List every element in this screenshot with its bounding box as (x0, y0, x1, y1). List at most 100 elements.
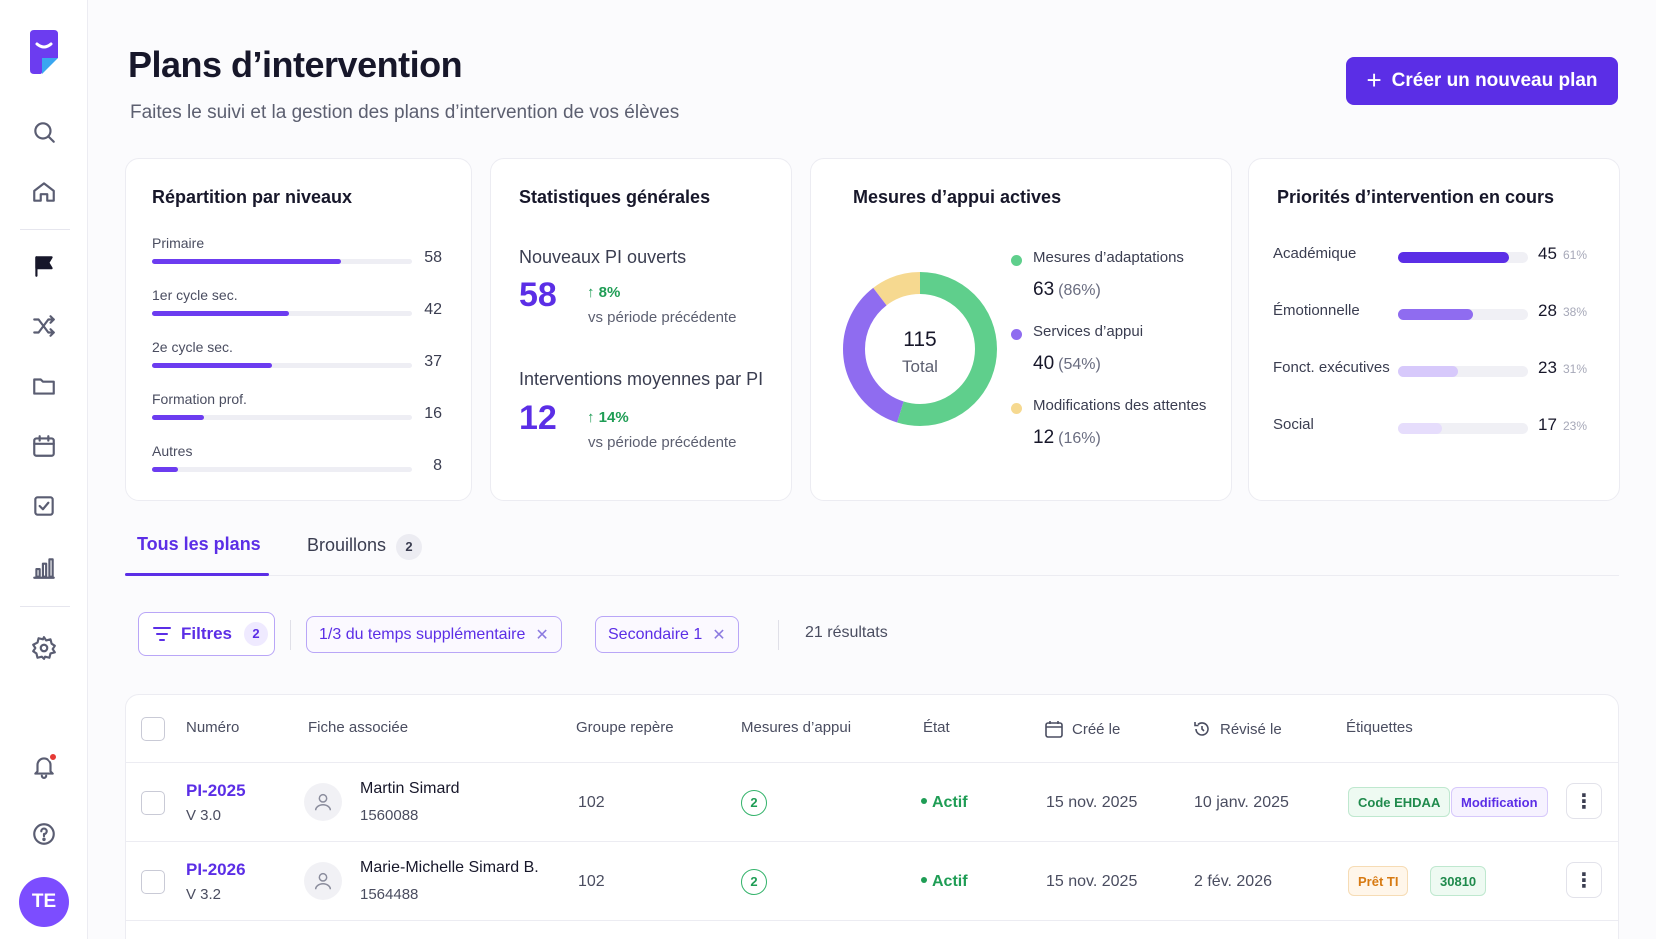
help-icon[interactable] (28, 818, 60, 850)
close-icon[interactable]: ✕ (535, 626, 549, 644)
row-checkbox[interactable] (141, 870, 165, 894)
col-etat[interactable]: État (923, 719, 950, 736)
stats-card: Statistiques générales Nouveaux PI ouver… (490, 158, 792, 501)
priorities-title: Priorités d’intervention en cours (1277, 187, 1555, 207)
filter-chip-secondary[interactable]: Secondaire 1 ✕ (595, 616, 739, 653)
level-value: 42 (424, 301, 442, 318)
level-label: Autres (152, 443, 193, 459)
table-header: Numéro Fiche associée Groupe repère Mesu… (126, 695, 1618, 763)
created-date: 15 nov. 2025 (1046, 873, 1138, 890)
shuffle-icon[interactable] (28, 310, 60, 342)
table-row[interactable]: PI-2025 V 3.0 Martin Simard 1560088 102 … (126, 763, 1618, 842)
legend-percent: (16%) (1058, 430, 1101, 447)
level-bar-track (152, 467, 412, 472)
col-etiquettes[interactable]: Étiquettes (1346, 719, 1413, 736)
app-logo[interactable] (28, 28, 60, 76)
measures-title: Mesures d’appui actives (853, 187, 1062, 207)
student-name[interactable]: Marie-Michelle Simard B. (360, 859, 539, 876)
home-icon[interactable] (28, 176, 60, 208)
level-label: Primaire (152, 235, 205, 251)
legend-percent: (54%) (1058, 356, 1101, 373)
tab-drafts[interactable]: Brouillons 2 (307, 534, 423, 560)
level-label: 1er cycle sec. (152, 287, 238, 303)
legend-dot (1011, 255, 1022, 266)
tag-badge: Code EHDAA (1348, 787, 1451, 817)
col-cree[interactable]: Créé le (1044, 719, 1120, 739)
priority-value: 45 (1538, 244, 1557, 263)
new-pi-trend: ↑ 8% (587, 284, 621, 301)
plus-icon: + (1366, 65, 1382, 95)
priority-bar-track (1398, 423, 1528, 434)
priority-label: Social (1273, 416, 1314, 433)
level-bar-track (152, 259, 412, 264)
filters-label: Filtres (181, 624, 233, 643)
table-row[interactable]: PI-2026 V 3.2 Marie-Michelle Simard B. 1… (126, 842, 1618, 921)
legend-label: Modifications des attentes (1033, 397, 1207, 414)
sidebar: TE (0, 0, 88, 939)
pi-number-link[interactable]: PI-2025 (186, 781, 246, 800)
more-options-button[interactable]: ⋮ (1566, 783, 1602, 819)
level-value: 16 (424, 405, 442, 422)
user-avatar[interactable]: TE (19, 877, 69, 927)
more-options-button[interactable]: ⋮ (1566, 862, 1602, 898)
priorities-card: Priorités d’intervention en cours Académ… (1248, 158, 1620, 501)
priority-row: Fonct. exécutives 23 31% (1273, 358, 1603, 379)
tag-badge: 30810 (1430, 866, 1487, 896)
close-icon[interactable]: ✕ (712, 626, 726, 644)
search-icon[interactable] (28, 116, 60, 148)
col-revise[interactable]: Révisé le (1192, 719, 1282, 739)
page-subtitle: Faites le suivi et la gestion des plans … (130, 102, 680, 123)
legend-label: Services d’appui (1033, 323, 1144, 340)
pi-number-link[interactable]: PI-2026 (186, 860, 246, 879)
tag-badge: Modification (1451, 787, 1548, 817)
tab-all-plans[interactable]: Tous les plans (137, 534, 261, 554)
page-title: Plans d’intervention (128, 44, 463, 85)
col-numero[interactable]: Numéro (186, 719, 239, 736)
create-plan-button[interactable]: + Créer un nouveau plan (1346, 57, 1618, 105)
legend-count: 63 (1033, 279, 1055, 300)
priority-bar-fill (1398, 423, 1443, 434)
col-etiquettes-label: Étiquettes (1346, 719, 1413, 736)
calendar-icon[interactable] (28, 430, 60, 462)
flag-icon[interactable] (28, 250, 60, 282)
student-id: 1560088 (360, 807, 419, 824)
legend-value: 40 (54%) (1033, 353, 1101, 375)
priority-percent: 61% (1563, 248, 1588, 262)
level-label: Formation prof. (152, 391, 247, 407)
col-cree-label: Créé le (1072, 720, 1121, 738)
col-groupe-label: Groupe repère (576, 719, 674, 736)
priority-value: 17 (1538, 415, 1557, 434)
legend-value: 12 (16%) (1033, 427, 1101, 449)
student-name[interactable]: Martin Simard (360, 780, 460, 797)
select-all-checkbox[interactable] (141, 717, 165, 741)
donut-segment (843, 272, 997, 426)
level-bar-fill (152, 259, 341, 264)
legend-dot (1011, 403, 1022, 414)
filter-chip-extra-time[interactable]: 1/3 du temps supplémentaire ✕ (306, 616, 562, 653)
person-icon (304, 862, 342, 900)
priority-bar-fill (1398, 309, 1474, 320)
avg-sub: vs période précédente (588, 434, 737, 451)
filters-button[interactable]: Filtres 2 (138, 612, 275, 656)
col-groupe[interactable]: Groupe repère (576, 719, 674, 736)
priority-percent: 23% (1563, 419, 1588, 433)
folder-icon[interactable] (28, 370, 60, 402)
col-etat-label: État (923, 719, 950, 736)
priority-label: Fonct. exécutives (1273, 359, 1390, 376)
gear-icon[interactable] (28, 632, 60, 664)
priority-row: Émotionnelle 28 38% (1273, 301, 1603, 322)
checklist-icon[interactable] (28, 490, 60, 522)
bell-icon[interactable] (28, 750, 60, 782)
col-fiche[interactable]: Fiche associée (308, 719, 408, 736)
bar-chart-icon[interactable] (28, 552, 60, 584)
drafts-count-badge: 2 (396, 534, 423, 560)
pi-version: V 3.2 (186, 886, 222, 903)
col-mesures[interactable]: Mesures d’appui (741, 719, 851, 736)
filter-chip-label: 1/3 du temps supplémentaire (319, 625, 526, 643)
sidebar-divider (20, 606, 70, 607)
row-checkbox[interactable] (141, 791, 165, 815)
avg-label: Interventions moyennes par PI (519, 369, 764, 389)
avg-value: 12 (519, 399, 557, 437)
measures-count-badge: 2 (741, 869, 767, 895)
plans-table: Numéro Fiche associée Groupe repère Mesu… (125, 694, 1619, 939)
